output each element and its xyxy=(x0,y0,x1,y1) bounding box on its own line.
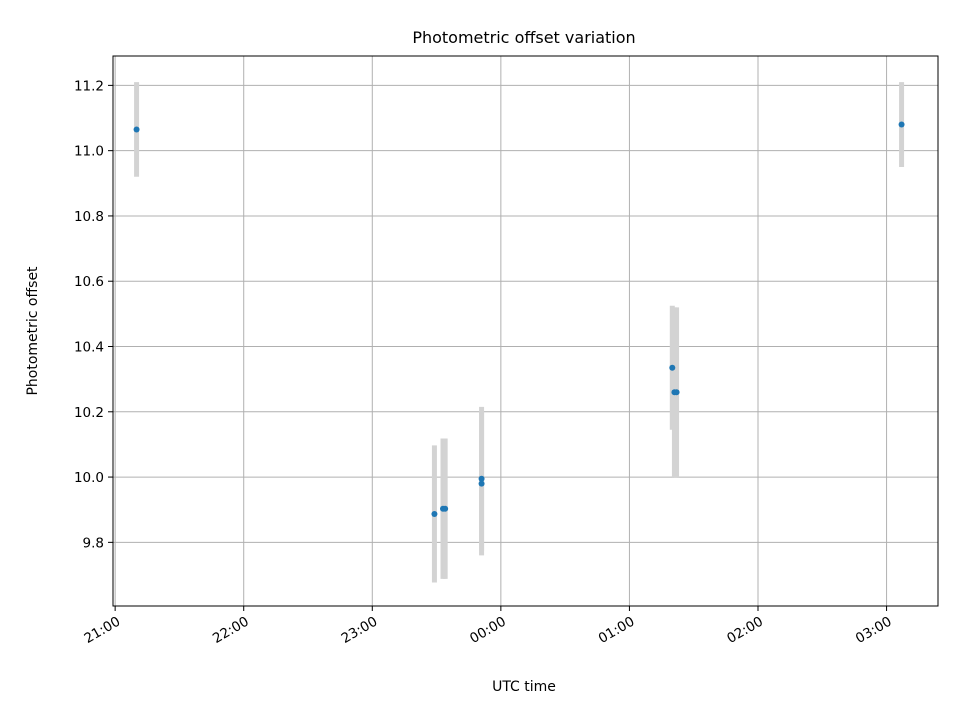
x-axis-label: UTC time xyxy=(492,679,556,695)
y-tick-label: 10.0 xyxy=(74,470,104,486)
x-tick-label: 02:00 xyxy=(724,614,766,647)
x-tick-label: 01:00 xyxy=(596,614,638,647)
x-tick-label: 03:00 xyxy=(853,614,895,647)
data-point xyxy=(431,510,438,517)
data-point xyxy=(478,475,485,482)
x-axis: 21:00 22:00 23:00 00:00 01:00 02:00 03:00 xyxy=(81,606,895,647)
plot-area xyxy=(113,56,938,606)
grid-lines xyxy=(113,56,938,606)
data-point xyxy=(442,505,449,512)
data-point xyxy=(669,364,676,371)
x-tick-label: 21:00 xyxy=(81,614,123,647)
y-tick-label: 9.8 xyxy=(83,535,104,551)
x-tick-label: 23:00 xyxy=(339,614,381,647)
y-tick-label: 10.2 xyxy=(74,405,104,421)
y-tick-label: 11.0 xyxy=(74,144,104,160)
x-tick-label: 22:00 xyxy=(210,614,252,647)
data-points xyxy=(133,121,905,517)
data-point xyxy=(673,389,680,396)
x-tick-label: 00:00 xyxy=(467,614,509,647)
y-axis: 9.8 10.0 10.2 10.4 10.6 10.8 11.0 11.2 xyxy=(74,78,113,551)
data-point xyxy=(478,480,485,487)
y-tick-label: 11.2 xyxy=(74,78,104,94)
chart-title: Photometric offset variation xyxy=(412,28,635,47)
y-axis-label: Photometric offset xyxy=(25,266,41,396)
data-point xyxy=(898,121,905,128)
y-tick-label: 10.6 xyxy=(74,274,104,290)
data-point xyxy=(133,126,140,133)
y-tick-label: 10.8 xyxy=(74,209,104,225)
y-tick-label: 10.4 xyxy=(74,340,104,356)
plot-frame xyxy=(112,55,939,607)
